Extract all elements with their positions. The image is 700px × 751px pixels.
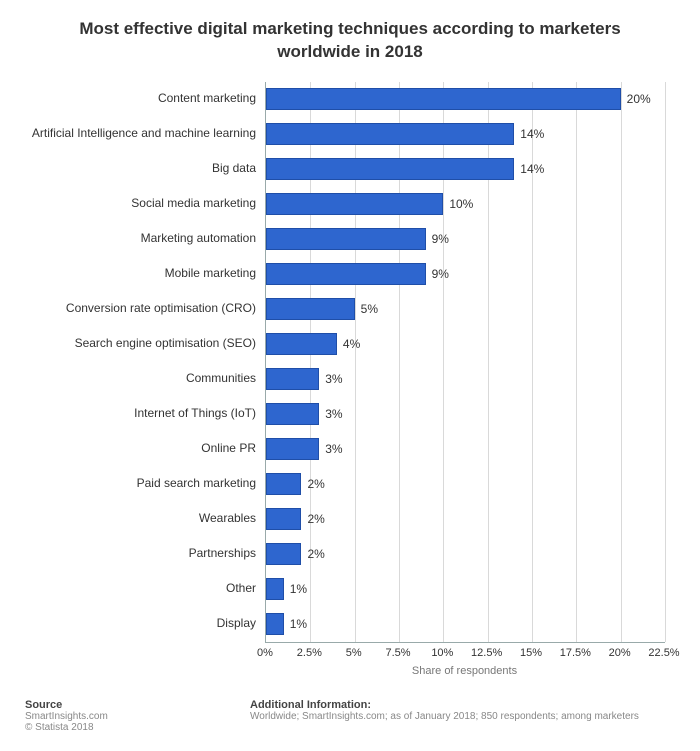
x-tick-label: 20% [609,647,631,659]
x-tick-label: 22.5% [648,647,679,659]
bar-value-label: 2% [307,547,324,561]
x-axis-ticks: 0%2.5%5%7.5%10%12.5%15%17.5%20%22.5% [265,643,665,663]
bar-row: Other1% [266,572,665,607]
x-tick-label: 0% [257,647,273,659]
bar-value-label: 9% [432,267,449,281]
bar-value-label: 2% [307,512,324,526]
bar [266,438,319,460]
category-label: Social media marketing [6,197,266,211]
bar [266,543,301,565]
category-label: Display [6,617,266,631]
bar [266,508,301,530]
bar [266,368,319,390]
info-heading: Additional Information: [250,699,680,711]
bar-row: Artificial Intelligence and machine lear… [266,117,665,152]
bar [266,333,337,355]
category-label: Wearables [6,512,266,526]
category-label: Paid search marketing [6,477,266,491]
info-text: Worldwide; SmartInsights.com; as of Janu… [250,711,680,722]
bar-row: Partnerships2% [266,537,665,572]
category-label: Partnerships [6,547,266,561]
bar-value-label: 1% [290,617,307,631]
bar [266,578,284,600]
bar-value-label: 5% [361,302,378,316]
bar-row: Display1% [266,607,665,642]
source-block: Source SmartInsights.com © Statista 2018 [25,699,250,733]
bar-row: Social media marketing10% [266,187,665,222]
bar-row: Internet of Things (IoT)3% [266,397,665,432]
additional-info-block: Additional Information: Worldwide; Smart… [250,699,680,733]
bar-value-label: 3% [325,372,342,386]
x-tick-label: 2.5% [297,647,322,659]
bar-value-label: 14% [520,127,544,141]
chart-title: Most effective digital marketing techniq… [0,18,700,64]
bar [266,263,426,285]
bar-row: Content marketing20% [266,82,665,117]
source-heading: Source [25,699,250,711]
bar-value-label: 1% [290,582,307,596]
bar-value-label: 14% [520,162,544,176]
category-label: Artificial Intelligence and machine lear… [6,127,266,141]
category-label: Internet of Things (IoT) [6,407,266,421]
category-label: Content marketing [6,92,266,106]
bar [266,298,355,320]
bar-row: Big data14% [266,152,665,187]
plot-area: Content marketing20%Artificial Intellige… [265,82,665,643]
bar-value-label: 3% [325,442,342,456]
category-label: Conversion rate optimisation (CRO) [6,302,266,316]
bar-row: Online PR3% [266,432,665,467]
category-label: Big data [6,162,266,176]
bar-value-label: 2% [307,477,324,491]
bar [266,123,514,145]
x-tick-label: 10% [431,647,453,659]
x-tick-label: 5% [346,647,362,659]
bar-row: Conversion rate optimisation (CRO)5% [266,292,665,327]
category-label: Marketing automation [6,232,266,246]
x-tick-label: 17.5% [560,647,591,659]
bar-value-label: 10% [449,197,473,211]
bar [266,228,426,250]
bar-value-label: 20% [627,92,651,106]
grid-line [665,82,666,642]
bar-value-label: 4% [343,337,360,351]
chart-container: Most effective digital marketing techniq… [0,0,700,751]
x-axis-title: Share of respondents [412,665,517,677]
bar-value-label: 3% [325,407,342,421]
x-tick-label: 15% [520,647,542,659]
bar [266,88,621,110]
bar-row: Paid search marketing2% [266,467,665,502]
copyright-text: © Statista 2018 [25,722,250,733]
chart-footer: Source SmartInsights.com © Statista 2018… [25,699,680,733]
bar-row: Marketing automation9% [266,222,665,257]
bar-value-label: 9% [432,232,449,246]
category-label: Communities [6,372,266,386]
bar-row: Wearables2% [266,502,665,537]
source-text: SmartInsights.com [25,711,250,722]
bar [266,403,319,425]
bar [266,473,301,495]
x-tick-label: 12.5% [471,647,502,659]
bar-row: Search engine optimisation (SEO)4% [266,327,665,362]
bar [266,193,443,215]
category-label: Mobile marketing [6,267,266,281]
category-label: Other [6,582,266,596]
x-tick-label: 7.5% [385,647,410,659]
bar-row: Communities3% [266,362,665,397]
bar [266,613,284,635]
category-label: Online PR [6,442,266,456]
bar-row: Mobile marketing9% [266,257,665,292]
bar [266,158,514,180]
category-label: Search engine optimisation (SEO) [6,337,266,351]
